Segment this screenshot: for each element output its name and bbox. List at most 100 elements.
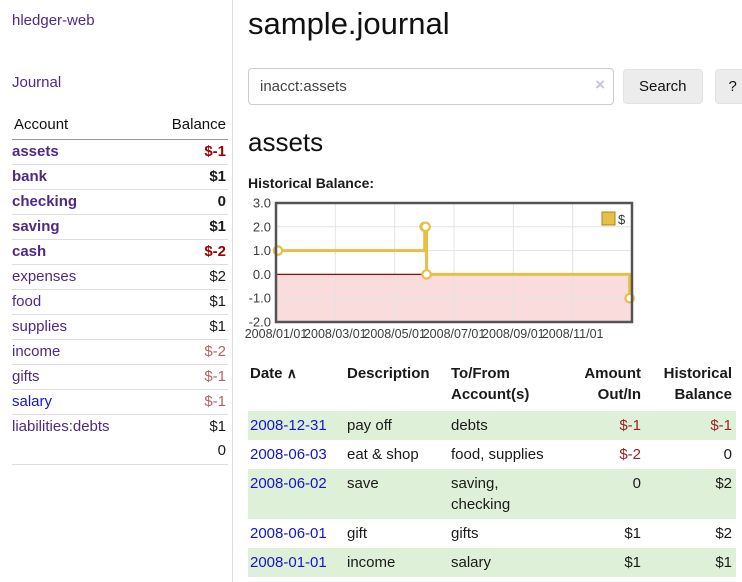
- txn-accounts: salary: [451, 554, 492, 571]
- svg-text:2008/07/01: 2008/07/01: [423, 327, 486, 341]
- transaction-row: 2008-06-01 gift gifts $1 $2: [248, 519, 736, 548]
- account-row: saving $1: [12, 214, 228, 240]
- account-balance: $1: [147, 214, 228, 240]
- svg-text:2008/01/01: 2008/01/01: [245, 327, 308, 341]
- transaction-row: 2008-12-31 pay off debts $-1 $-1: [248, 411, 736, 440]
- search-form: × Search ?: [248, 68, 742, 105]
- sidebar-item-journal[interactable]: Journal: [12, 74, 62, 91]
- account-cell: checking: [12, 189, 148, 215]
- clear-search-icon[interactable]: ×: [595, 75, 605, 94]
- txn-accounts: gifts: [451, 525, 479, 542]
- txn-accounts: food, supplies: [451, 446, 544, 463]
- account-balance: $-1: [147, 364, 228, 390]
- search-input[interactable]: [248, 68, 614, 105]
- txn-date-cell: 2008-01-01: [248, 548, 345, 577]
- transactions-table-header: Date ∧ Description To/From Account(s) Am…: [248, 361, 736, 411]
- account-balance: $-1: [147, 389, 228, 415]
- account-cell: saving: [12, 214, 148, 240]
- search-button[interactable]: Search: [623, 69, 703, 104]
- account-row: gifts $-1: [12, 364, 228, 390]
- account-balance: $-2: [147, 239, 228, 265]
- transaction-row: 2008-01-01 income salary $1 $1: [248, 548, 736, 577]
- txn-date-link[interactable]: 2008-06-02: [250, 475, 327, 492]
- search-box: ×: [248, 68, 614, 105]
- account-cell: food: [12, 289, 148, 315]
- txn-description: pay off: [347, 417, 392, 434]
- help-button[interactable]: ?: [714, 69, 742, 104]
- svg-text:2.0: 2.0: [253, 219, 271, 234]
- txn-amount: 0: [632, 475, 641, 492]
- transactions-table: Date ∧ Description To/From Account(s) Am…: [248, 361, 736, 577]
- sidebar-account-link[interactable]: liabilities:debts: [12, 418, 110, 435]
- header-balance: Historical Balance: [663, 365, 732, 403]
- sidebar-account-link[interactable]: income: [12, 343, 61, 360]
- account-balance: $1: [147, 164, 228, 190]
- sidebar-account-link[interactable]: supplies: [12, 318, 68, 335]
- account-cell: income: [12, 339, 148, 365]
- account-balance: 0: [147, 189, 228, 215]
- svg-text:2008/09/01: 2008/09/01: [482, 327, 545, 341]
- txn-date-cell: 2008-06-03: [248, 440, 345, 469]
- sidebar: hledger-web Journal Account Balance asse…: [0, 0, 233, 582]
- chart-title: Historical Balance:: [248, 175, 375, 191]
- accounts-total-value: 0: [12, 439, 228, 465]
- accounts-header-account: Account: [12, 114, 148, 140]
- account-row: cash $-2: [12, 239, 228, 265]
- txn-balance: $2: [715, 525, 732, 542]
- svg-text:-1.0: -1.0: [249, 291, 271, 306]
- sidebar-account-link[interactable]: cash: [12, 243, 47, 260]
- txn-amount: $-1: [619, 417, 641, 434]
- account-row: checking 0: [12, 189, 228, 215]
- account-balance: $-1: [204, 143, 226, 160]
- account-cell: liabilities:debts: [12, 414, 148, 439]
- svg-text:3.0: 3.0: [253, 196, 271, 211]
- sidebar-account-link[interactable]: saving: [12, 218, 60, 235]
- sidebar-account-link[interactable]: salary: [12, 393, 53, 410]
- transaction-row: 2008-06-03 eat & shop food, supplies $-2 0: [248, 440, 736, 469]
- sort-asc-icon: ∧: [286, 365, 297, 381]
- account-row: assets $-1: [12, 140, 228, 165]
- sidebar-account-link[interactable]: food: [12, 293, 42, 310]
- accounts-table-header: Account Balance: [12, 114, 228, 140]
- txn-balance: $-1: [710, 417, 732, 434]
- account-row: food $1: [12, 289, 228, 315]
- chart-legend-label: $: [618, 212, 626, 227]
- svg-text:-2.0: -2.0: [249, 315, 271, 330]
- txn-description: gift: [347, 525, 368, 542]
- svg-text:2008/11/01: 2008/11/01: [542, 327, 604, 341]
- account-row: liabilities:debts $1: [12, 414, 228, 439]
- account-cell: supplies: [12, 314, 148, 340]
- txn-balance: $2: [715, 475, 732, 492]
- txn-accounts: debts: [451, 417, 488, 434]
- txn-date-cell: 2008-06-02: [248, 469, 345, 519]
- account-balance: $1: [147, 314, 228, 340]
- sidebar-account-link[interactable]: checking: [12, 193, 78, 210]
- sidebar-account-link[interactable]: bank: [12, 168, 48, 185]
- account-row: income $-2: [12, 339, 228, 365]
- accounts-table-body: assets $-1 bank $1 checking 0 saving $1 cash $-2 e…: [12, 140, 228, 439]
- transaction-row: 2008-06-02 save saving, checking 0 $2: [248, 469, 736, 519]
- txn-date-link[interactable]: 2008-12-31: [250, 417, 327, 434]
- txn-date-link[interactable]: 2008-06-03: [250, 446, 327, 463]
- sidebar-account-link[interactable]: assets: [12, 143, 59, 160]
- txn-date-link[interactable]: 2008-01-01: [250, 554, 327, 571]
- header-amount: Amount Out/In: [584, 365, 641, 403]
- accounts-total-row: 0: [12, 439, 228, 465]
- svg-text:2008/05/01: 2008/05/01: [363, 327, 426, 341]
- txn-balance: 0: [723, 446, 732, 463]
- txn-description: eat & shop: [347, 446, 419, 463]
- account-balance: $-2: [147, 339, 228, 365]
- sidebar-account-link[interactable]: gifts: [12, 368, 40, 385]
- txn-amount: $1: [624, 525, 641, 542]
- header-date[interactable]: Date ∧: [250, 365, 297, 382]
- account-cell: salary: [12, 389, 148, 415]
- account-row: supplies $1: [12, 314, 228, 340]
- txn-date-link[interactable]: 2008-06-01: [250, 525, 327, 542]
- svg-text:2008/03/01: 2008/03/01: [304, 327, 367, 341]
- accounts-table: Account Balance assets $-1 bank $1 checking 0…: [12, 114, 228, 465]
- txn-balance: $1: [715, 554, 732, 571]
- sidebar-account-link[interactable]: expenses: [12, 268, 77, 285]
- account-cell: gifts: [12, 364, 148, 390]
- brand-link[interactable]: hledger-web: [12, 12, 95, 29]
